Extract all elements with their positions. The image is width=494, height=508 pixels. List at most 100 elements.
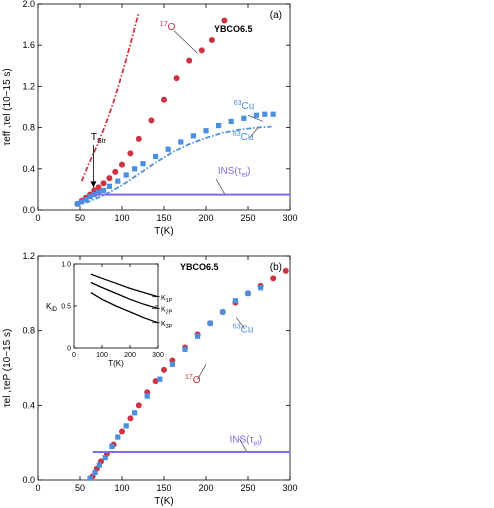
data-point-square	[195, 333, 201, 339]
data-point-square	[182, 346, 188, 352]
leader-line	[215, 178, 225, 194]
inset-series-label: K3P	[161, 321, 173, 330]
data-point-square	[87, 194, 93, 200]
data-point-square	[83, 197, 89, 203]
data-point-square	[95, 189, 102, 196]
x-tick-label: 300	[282, 213, 297, 223]
x-tick-label: 200	[198, 213, 213, 223]
x-tick-label: 0	[35, 213, 40, 223]
annotation-label: 63Cu	[233, 131, 254, 143]
data-point-circle	[112, 168, 119, 175]
data-point-circle	[135, 402, 142, 409]
data-point-square	[102, 455, 108, 461]
data-point-square	[79, 199, 85, 205]
data-point-square	[228, 118, 234, 125]
x-tick-label: 100	[114, 213, 129, 223]
x-tick-label: 200	[124, 352, 136, 359]
x-tick-label: 300	[282, 483, 297, 493]
sample-label: YBCO6.5	[214, 24, 253, 34]
tstr-arrowhead	[90, 181, 97, 188]
x-tick-label: 0	[72, 352, 76, 359]
data-point-square	[87, 475, 93, 481]
y-tick-label: 0.8	[22, 123, 35, 133]
data-point-square	[203, 128, 209, 134]
data-point-circle	[221, 17, 228, 24]
data-point-square	[144, 393, 150, 399]
data-point-square	[96, 462, 102, 468]
data-point-circle	[91, 187, 98, 194]
data-point-square	[165, 146, 171, 152]
data-point-square	[153, 153, 159, 160]
x-tick-label: 150	[156, 483, 171, 493]
annotation: 17O	[185, 374, 201, 386]
data-point-square	[232, 298, 238, 304]
annotation-label: INS(τel)	[230, 435, 263, 448]
data-point-circle	[106, 175, 113, 182]
data-point-square	[140, 161, 146, 167]
data-point-square	[207, 320, 213, 326]
data-point-square	[245, 290, 251, 296]
data-point-circle	[186, 57, 193, 64]
data-point-square	[132, 410, 138, 416]
data-point-square	[190, 133, 196, 139]
data-point-circle	[208, 37, 215, 44]
leader-line	[235, 317, 245, 330]
data-point-square	[115, 178, 121, 184]
series-line-1	[80, 11, 140, 182]
x-tick-label: 50	[75, 213, 85, 223]
y-tick-label: 1.6	[22, 40, 35, 50]
x-axis-label: T(K)	[154, 226, 173, 237]
data-point-circle	[198, 47, 205, 54]
annotation: 63Cu	[233, 324, 254, 336]
annotation: TStr	[91, 132, 107, 145]
x-tick-label: 150	[156, 213, 171, 223]
data-point-square	[132, 166, 138, 172]
data-point-square	[100, 187, 107, 194]
data-point-square	[169, 361, 175, 367]
annotation-label: INS(τel)	[218, 166, 251, 179]
x-tick-label: 300	[152, 352, 164, 359]
inset-series-label: K1P	[161, 295, 173, 304]
data-point-circle	[135, 135, 142, 142]
data-point-square	[157, 376, 163, 382]
leader-line	[249, 127, 259, 139]
y-tick-label: 1.0	[61, 261, 71, 268]
y-tick-label: 0	[67, 345, 71, 352]
data-point-square	[216, 122, 222, 129]
x-tick-label: 200	[198, 483, 213, 493]
y-tick-label: 0.4	[22, 164, 35, 174]
data-point-square	[241, 115, 247, 121]
y-tick-label: 0.4	[22, 400, 35, 410]
annotation: 17O	[160, 21, 176, 33]
leader-line	[247, 114, 264, 122]
annotation: INS(τel)	[230, 435, 263, 448]
annotation-label: 17O	[185, 374, 201, 386]
leader-line	[239, 438, 247, 452]
data-point-circle	[173, 75, 180, 82]
data-point-square	[123, 423, 129, 429]
y-tick-label: 0.5	[61, 303, 71, 310]
annotation-label: 17O	[160, 21, 176, 33]
series-line	[80, 11, 140, 182]
y-tick-label: 0.0	[22, 205, 35, 215]
inset-series-label: K2P	[161, 307, 173, 316]
annotation-label: 63Cu	[233, 324, 254, 336]
data-point-circle	[148, 117, 155, 124]
y-tick-label: 1.2	[22, 81, 35, 91]
data-point-square	[270, 111, 276, 117]
data-point-square	[262, 111, 268, 117]
annotation: 63Cu	[234, 100, 255, 112]
data-point-circle	[152, 378, 159, 385]
x-tick-label: 250	[240, 483, 255, 493]
data-point-circle	[161, 366, 167, 373]
annotation-label: TStr	[91, 132, 107, 145]
data-point-square	[258, 285, 264, 291]
panel-label: (a)	[270, 10, 282, 21]
data-point-circle	[95, 184, 102, 191]
data-point-circle	[127, 150, 134, 157]
data-point-circle	[100, 180, 107, 187]
x-tick-label: 100	[96, 352, 108, 359]
inset-series-line	[90, 292, 159, 324]
leader-line	[197, 364, 207, 380]
